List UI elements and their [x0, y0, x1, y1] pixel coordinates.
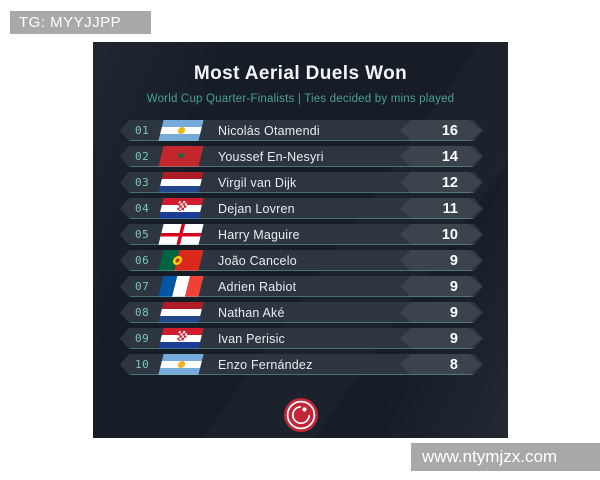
rank-label: 10: [135, 358, 150, 371]
rank-label: 03: [135, 176, 150, 189]
player-name: Virgil van Dijk: [218, 175, 297, 190]
player-name: Nicolás Otamendi: [218, 123, 320, 138]
leaderboard: 01 Nicolás Otamendi 16 02 Youssef En-Nes…: [120, 120, 483, 380]
player-name: Harry Maguire: [218, 227, 300, 242]
table-row: 10 Enzo Fernández 8: [120, 354, 483, 375]
telegram-watermark: TG: MYYJJPP: [10, 11, 151, 34]
value-badge: 14: [400, 146, 482, 167]
rank-label: 08: [135, 306, 150, 319]
netherlands-flag-icon: [158, 172, 203, 193]
value-badge: 8: [400, 354, 482, 375]
table-row: 08 Nathan Aké 9: [120, 302, 483, 323]
player-name: Nathan Aké: [218, 305, 285, 320]
table-row: 06 João Cancelo 9: [120, 250, 483, 271]
france-flag-icon: [158, 276, 203, 297]
value-badge: 9: [400, 328, 482, 349]
player-name: Enzo Fernández: [218, 357, 313, 372]
value-badge: 11: [400, 198, 482, 219]
player-name: Dejan Lovren: [218, 201, 295, 216]
value-badge: 9: [400, 302, 482, 323]
table-row: 07 Adrien Rabiot 9: [120, 276, 483, 297]
portugal-flag-icon: [158, 250, 203, 271]
player-name: Adrien Rabiot: [218, 279, 297, 294]
value-badge: 12: [400, 172, 482, 193]
rank-label: 09: [135, 332, 150, 345]
opta-logo-icon: [283, 398, 318, 432]
croatia-flag-icon: [158, 328, 203, 349]
rank-label: 04: [135, 202, 150, 215]
morocco-flag-icon: [158, 146, 203, 167]
value-badge: 9: [400, 250, 482, 271]
table-row: 03 Virgil van Dijk 12: [120, 172, 483, 193]
player-name: Ivan Perisic: [218, 331, 286, 346]
table-row: 04 Dejan Lovren 11: [120, 198, 483, 219]
croatia-flag-icon: [158, 198, 203, 219]
card-title: Most Aerial Duels Won: [193, 63, 408, 84]
value-badge: 16: [400, 120, 482, 141]
table-row: 01 Nicolás Otamendi 16: [120, 120, 483, 141]
rank-label: 01: [135, 124, 150, 137]
rank-label: 02: [135, 150, 150, 163]
england-flag-icon: [158, 224, 203, 245]
argentina-flag-icon: [158, 120, 203, 141]
argentina-flag-icon: [158, 354, 203, 375]
table-row: 09 Ivan Perisic 9: [120, 328, 483, 349]
player-name: Youssef En-Nesyri: [218, 149, 324, 164]
stats-card: Most Aerial Duels Won World Cup Quarter-…: [93, 42, 508, 438]
player-name: João Cancelo: [218, 253, 297, 268]
card-subtitle: World Cup Quarter-Finalists | Ties decid…: [146, 93, 455, 105]
website-watermark: www.ntymjzx.com: [411, 443, 600, 471]
netherlands-flag-icon: [158, 302, 203, 323]
table-row: 05 Harry Maguire 10: [120, 224, 483, 245]
value-badge: 10: [400, 224, 482, 245]
rank-label: 06: [135, 254, 150, 267]
rank-label: 07: [135, 280, 150, 293]
table-row: 02 Youssef En-Nesyri 14: [120, 146, 483, 167]
rank-label: 05: [135, 228, 150, 241]
value-badge: 9: [400, 276, 482, 297]
